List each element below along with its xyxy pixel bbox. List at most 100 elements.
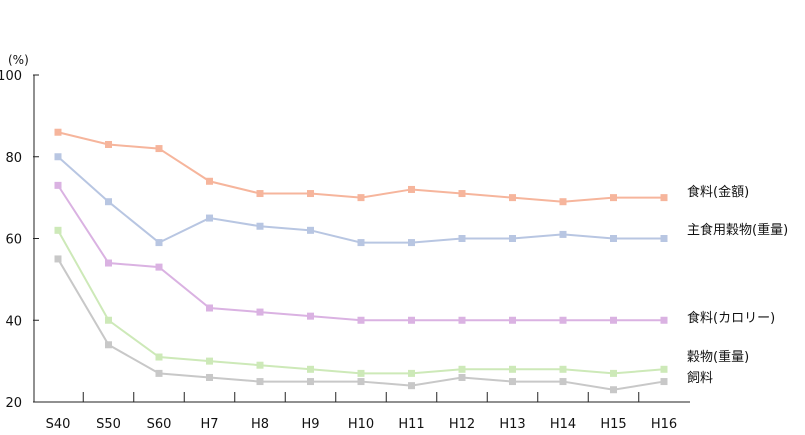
y-axis-unit-label: (%) <box>8 53 29 67</box>
x-tick-label: H12 <box>449 417 475 432</box>
data-point <box>357 378 365 386</box>
data-point <box>357 316 365 324</box>
data-point <box>54 153 62 161</box>
data-point <box>509 194 516 202</box>
series-label: 食料(カロリー) <box>687 310 775 326</box>
y-tick-label: 20 <box>5 396 22 411</box>
axes <box>33 75 690 403</box>
series-label: 食料(金額) <box>687 184 749 200</box>
data-point <box>307 226 314 234</box>
data-point <box>105 316 112 324</box>
data-point <box>155 239 163 247</box>
x-tick-label: H11 <box>398 417 424 432</box>
x-tick-label: H9 <box>301 417 319 432</box>
series-labels: 食料(金額) 主食用穀物(重量) 食料(カロリー) 穀物(重量) 飼料 <box>687 184 788 386</box>
data-point <box>610 194 617 202</box>
data-point <box>458 235 466 242</box>
data-point <box>54 181 62 189</box>
data-point <box>559 365 567 373</box>
data-point <box>610 235 617 242</box>
data-point <box>256 308 264 316</box>
data-point <box>155 145 163 153</box>
data-point <box>610 369 617 377</box>
data-point <box>559 316 567 324</box>
data-point <box>256 378 264 386</box>
data-point <box>155 369 163 377</box>
data-point <box>206 357 213 365</box>
data-point <box>206 214 213 222</box>
data-point <box>509 365 516 373</box>
data-point <box>509 235 516 242</box>
data-point <box>307 365 314 373</box>
x-axis-ticks: S40 S50 S60 H7 H8 H9 H10 H11 H12 H13 H14 H15 H16 <box>46 392 677 432</box>
data-point <box>256 222 264 230</box>
data-point <box>458 190 466 198</box>
data-point <box>105 198 112 206</box>
data-point <box>206 304 213 312</box>
x-tick-label: H13 <box>499 417 525 432</box>
data-point <box>54 128 62 136</box>
data-point <box>206 177 213 185</box>
x-tick-label: S50 <box>96 417 121 432</box>
data-point <box>610 316 617 324</box>
data-point <box>307 378 314 386</box>
data-point <box>660 365 668 373</box>
data-point <box>458 365 466 373</box>
data-point <box>660 316 668 324</box>
data-point <box>408 239 415 247</box>
x-tick-label: H14 <box>550 417 576 432</box>
x-tick-label: H7 <box>200 417 218 432</box>
data-point <box>559 230 567 238</box>
data-point <box>408 316 415 324</box>
y-tick-label: 40 <box>5 314 22 329</box>
x-tick-label: H16 <box>651 417 677 432</box>
series-label: 飼料 <box>687 371 713 386</box>
data-point <box>509 378 516 386</box>
y-tick-label: 100 <box>0 69 22 84</box>
y-axis-ticks: 20 40 60 80 100 <box>0 69 39 411</box>
series-0 <box>54 128 668 206</box>
series-3 <box>54 226 668 377</box>
x-tick-label: S40 <box>46 417 71 432</box>
data-point <box>256 190 264 198</box>
x-tick-label: H10 <box>348 417 374 432</box>
series-1 <box>54 153 668 247</box>
data-point <box>256 361 264 369</box>
data-point <box>357 239 365 247</box>
y-tick-label: 60 <box>5 233 22 248</box>
data-point <box>408 369 415 377</box>
data-point <box>54 255 62 263</box>
series-label: 穀物(重量) <box>687 349 749 365</box>
data-point <box>307 312 314 320</box>
data-point <box>105 341 112 349</box>
data-point <box>155 353 163 361</box>
data-point <box>408 185 415 193</box>
x-tick-label: H15 <box>600 417 626 432</box>
series-line <box>57 131 664 203</box>
data-point <box>458 316 466 324</box>
series-2 <box>54 181 668 324</box>
x-tick-label: S60 <box>147 417 172 432</box>
data-point <box>610 386 617 394</box>
data-point <box>509 316 516 324</box>
data-point <box>54 226 62 234</box>
data-point <box>660 378 668 386</box>
series-4 <box>54 255 668 394</box>
data-point <box>660 235 668 242</box>
series-line <box>57 184 664 322</box>
series-label: 主食用穀物(重量) <box>687 222 788 238</box>
series-line <box>57 229 665 375</box>
data-point <box>660 194 668 202</box>
data-point <box>105 259 112 267</box>
y-tick-label: 80 <box>5 151 22 166</box>
data-point <box>408 382 415 390</box>
data-point <box>155 263 163 271</box>
data-point <box>105 140 112 148</box>
data-point <box>357 194 365 202</box>
x-tick-label: H8 <box>251 417 269 432</box>
data-point <box>559 378 567 386</box>
data-point <box>458 373 466 381</box>
data-point <box>559 198 567 206</box>
data-point <box>357 369 365 377</box>
